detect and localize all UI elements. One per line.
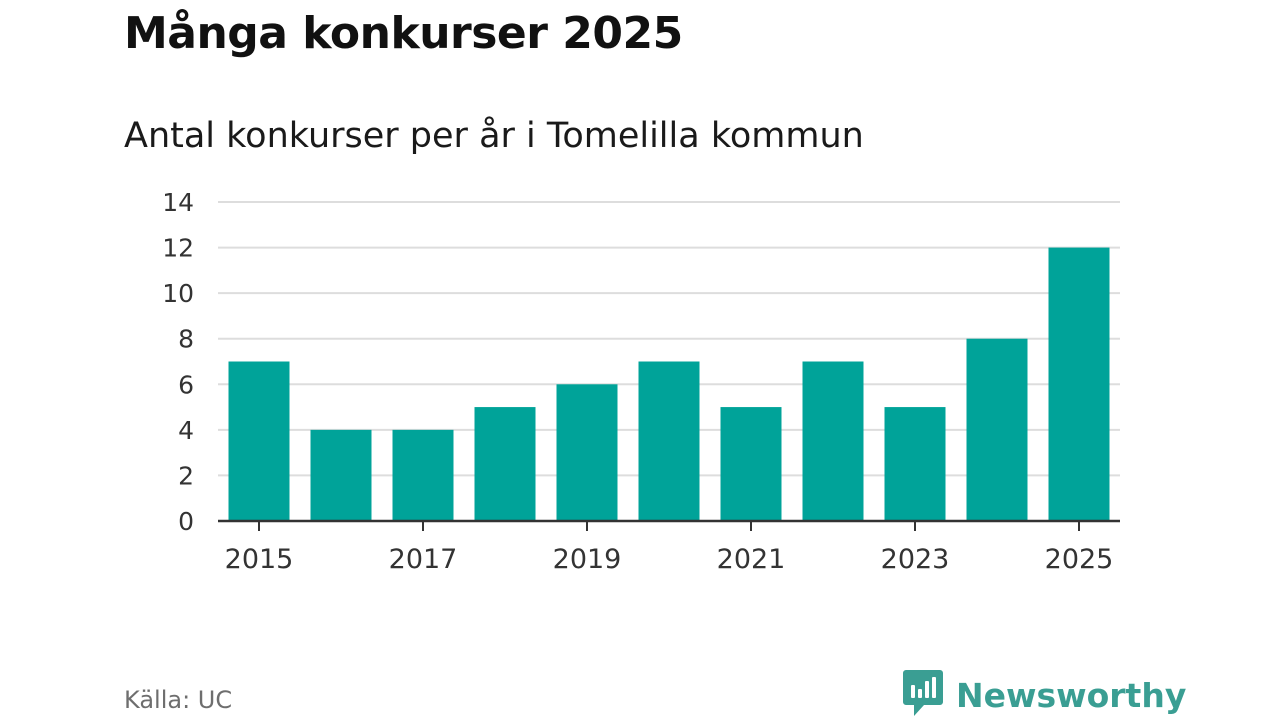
- bar-2025: [1048, 247, 1110, 522]
- y-tick-label-14: 14: [162, 188, 194, 217]
- source-note: Källa: UC: [124, 686, 233, 714]
- brand-name: Newsworthy: [956, 675, 1187, 715]
- chart-subtitle: Antal konkurser per år i Tomelilla kommu…: [124, 116, 864, 156]
- x-tick-label-2021: 2021: [717, 544, 786, 575]
- x-tick-label-2023: 2023: [881, 544, 950, 575]
- x-axis-tick-labels: 2015 2017 2019 2021 2023 2025: [225, 544, 1114, 575]
- y-tick-label-2: 2: [178, 461, 194, 490]
- y-tick-label-10: 10: [162, 279, 194, 308]
- newsworthy-logo-icon: [902, 668, 944, 722]
- y-tick-label-0: 0: [178, 507, 194, 536]
- bar-2019: [556, 384, 618, 521]
- x-tick-label-2019: 2019: [553, 544, 622, 575]
- bar-2017: [392, 429, 454, 521]
- bar-2024: [966, 338, 1028, 521]
- y-tick-label-4: 4: [178, 416, 194, 445]
- bar-2015: [228, 361, 290, 521]
- bar-2016: [310, 429, 372, 521]
- y-tick-label-12: 12: [162, 234, 194, 263]
- brand-logo: Newsworthy: [902, 670, 1186, 720]
- bar-chart: 0 2 4 6 8 10 12 14 2015 2017 2019 2021 2023 2025: [162, 188, 1120, 575]
- bar-2022: [802, 361, 864, 521]
- bars: [228, 247, 1110, 522]
- y-tick-label-6: 6: [178, 370, 194, 399]
- chart-title: Många konkurser 2025: [124, 8, 683, 59]
- bar-2020: [638, 361, 700, 521]
- x-tick-label-2015: 2015: [225, 544, 294, 575]
- x-tick-label-2025: 2025: [1045, 544, 1114, 575]
- bar-2021: [720, 407, 782, 521]
- x-axis: [218, 519, 1120, 531]
- x-tick-label-2017: 2017: [389, 544, 458, 575]
- y-axis-tick-labels: 0 2 4 6 8 10 12 14: [162, 188, 194, 536]
- bar-2018: [474, 407, 536, 521]
- bar-2023: [884, 407, 946, 521]
- y-tick-label-8: 8: [178, 325, 194, 354]
